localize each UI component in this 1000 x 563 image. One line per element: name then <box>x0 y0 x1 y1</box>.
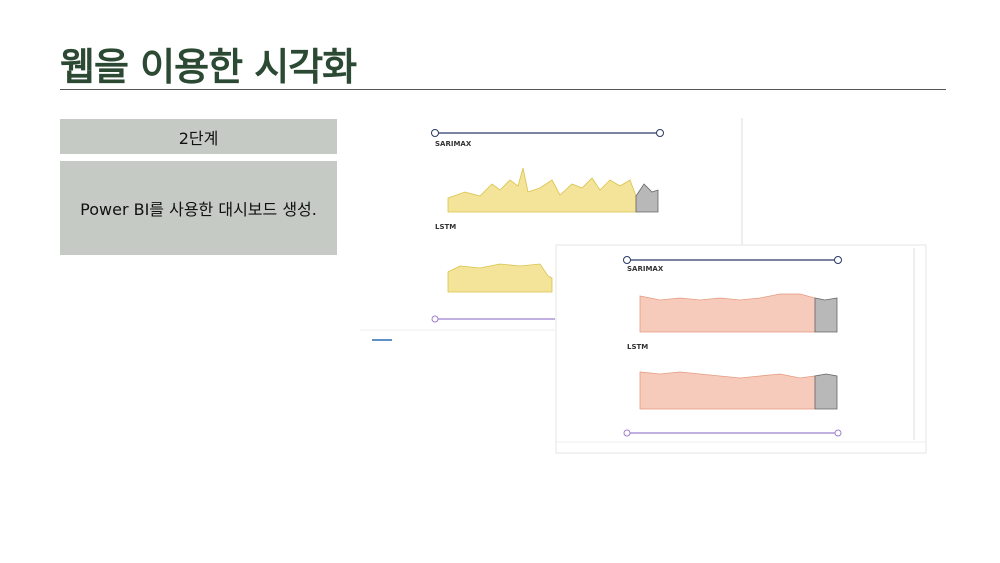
step-description: Power BI를 사용한 대시보드 생성. <box>60 161 337 255</box>
slider-handle <box>623 256 631 264</box>
slider-handle <box>834 429 842 437</box>
forecast-area <box>814 373 838 410</box>
forecast-area <box>814 297 838 333</box>
area <box>639 293 816 333</box>
slider-handle <box>431 315 439 323</box>
chart-title: LSTM <box>627 343 648 351</box>
slider-handle <box>623 429 631 437</box>
screenshot-bg <box>555 244 927 454</box>
step-label: 2단계 <box>60 119 337 154</box>
title-rule <box>60 89 946 90</box>
chart-title: SARIMAX <box>627 265 664 273</box>
slider-handle <box>834 256 842 264</box>
slider-handle <box>656 129 664 137</box>
area <box>447 263 553 293</box>
slider-handle <box>431 129 439 137</box>
chart-title: SARIMAX <box>435 140 472 148</box>
slide-title: 웹을 이용한 시각화 <box>60 45 357 89</box>
forecast-area <box>635 183 659 213</box>
area <box>447 167 637 213</box>
screenshot-2: SARIMAX LSTM <box>555 244 927 454</box>
area <box>639 371 816 410</box>
chart-title: LSTM <box>435 223 456 231</box>
